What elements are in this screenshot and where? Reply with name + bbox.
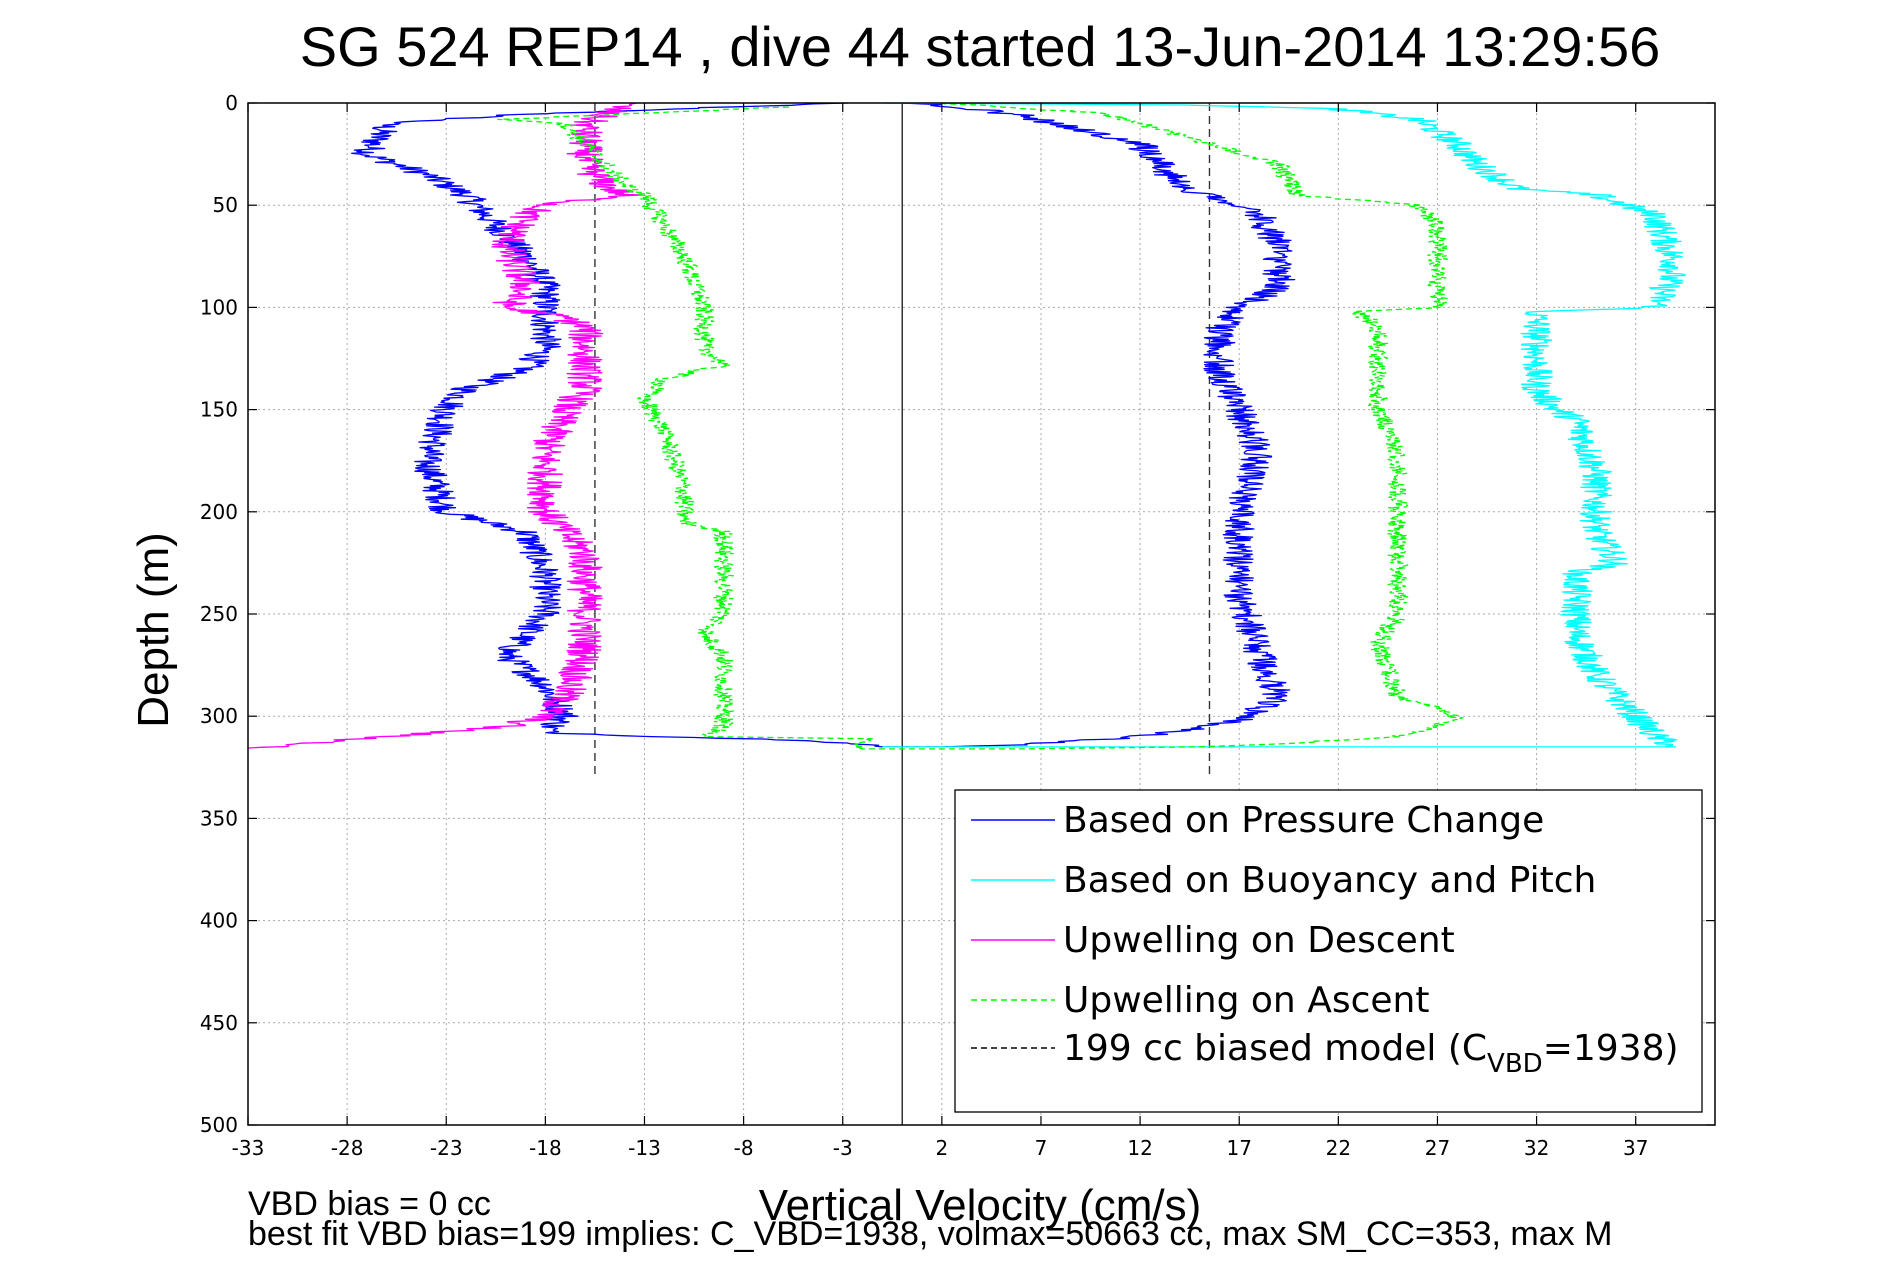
x-axis-label: Vertical Velocity (cm/s) <box>759 1181 1202 1230</box>
x-tick-label: 17 <box>1226 1136 1251 1160</box>
y-tick-label: 400 <box>200 909 238 933</box>
x-tick-label: -13 <box>628 1136 661 1160</box>
x-tick-label: 7 <box>1035 1136 1048 1160</box>
y-tick-label: 250 <box>200 602 238 626</box>
series-line-1 <box>882 102 1686 748</box>
y-tick-label: 200 <box>200 500 238 524</box>
y-tick-label: 150 <box>200 398 238 422</box>
series-lines <box>247 102 1686 750</box>
legend-entry: Based on Pressure Change <box>1063 800 1544 841</box>
legend-entry: Upwelling on Descent <box>1063 920 1455 961</box>
x-tick-label: -33 <box>232 1136 265 1160</box>
x-tick-label: 37 <box>1623 1136 1648 1160</box>
x-tick-label: -3 <box>833 1136 853 1160</box>
x-tick-label: -23 <box>430 1136 463 1160</box>
axes: -33 -28 -23 -18 -13 -8 -3 2 7 12 17 22 27 32 370501001… <box>200 91 1716 1160</box>
y-tick-label: 450 <box>200 1011 238 1035</box>
chart-title: SG 524 REP14 , dive 44 started 13-Jun-20… <box>300 15 1660 78</box>
y-tick-label: 0 <box>225 91 238 115</box>
x-tick-label: 2 <box>935 1136 948 1160</box>
y-tick-label: 100 <box>200 295 238 319</box>
series-line-2 <box>247 102 643 749</box>
x-tick-label: 22 <box>1326 1136 1351 1160</box>
x-tick-label: 32 <box>1524 1136 1549 1160</box>
legend-box <box>954 789 1703 1113</box>
legend-entry: Based on Buoyancy and Pitch <box>1063 860 1596 901</box>
vbd-bias-note: VBD bias = 0 cc <box>248 1185 491 1223</box>
best-fit-note: best fit VBD bias=199 implies: C_VBD=193… <box>248 1215 1612 1253</box>
series-line-3 <box>497 102 1464 750</box>
x-tick-label: -18 <box>529 1136 562 1160</box>
legend-entry: Upwelling on Ascent <box>1063 980 1429 1021</box>
legend: Based on Pressure Change Based on Buoyanc… <box>954 789 1703 1113</box>
x-tick-label: 12 <box>1127 1136 1152 1160</box>
x-tick-label: -8 <box>734 1136 754 1160</box>
y-tick-label: 500 <box>200 1113 238 1137</box>
x-tick-label: 27 <box>1425 1136 1450 1160</box>
y-axis-label: Depth (m) <box>129 532 178 728</box>
y-tick-label: 350 <box>200 806 238 830</box>
y-tick-label: 50 <box>213 193 238 217</box>
y-tick-label: 300 <box>200 704 238 728</box>
x-tick-label: -28 <box>331 1136 364 1160</box>
